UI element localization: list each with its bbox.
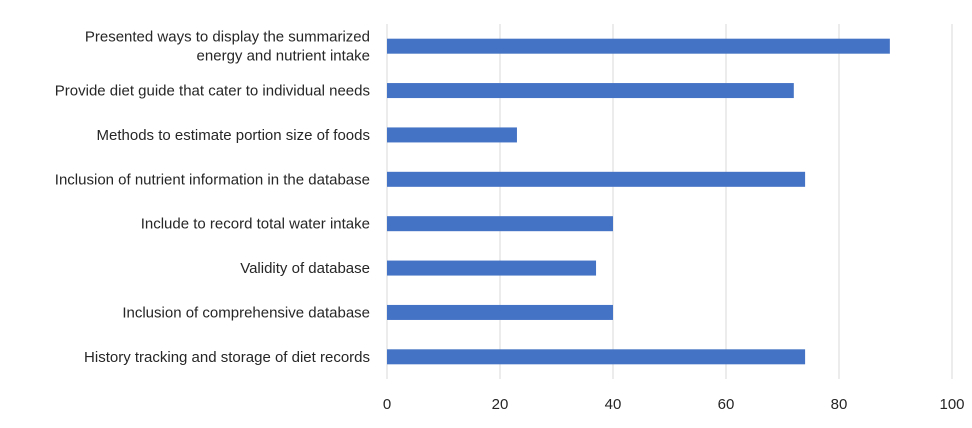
category-label: History tracking and storage of diet rec… [84, 349, 370, 366]
category-label: Provide diet guide that cater to individ… [55, 83, 370, 100]
x-tick-label: 0 [383, 396, 391, 413]
gridlines [386, 24, 953, 379]
bar [387, 127, 517, 143]
x-tick-labels: 0 20 40 60 80 100 [383, 396, 965, 413]
bar [387, 216, 613, 232]
bar [387, 171, 806, 187]
bars [387, 38, 890, 365]
bar [387, 304, 613, 320]
x-tick-label: 40 [605, 396, 622, 413]
category-label: Inclusion of comprehensive database [122, 304, 370, 321]
bar [387, 349, 806, 365]
category-label: Presented ways to display the summarized… [85, 29, 370, 65]
bar [387, 38, 890, 54]
x-tick-label: 20 [492, 396, 509, 413]
category-label: Include to record total water intake [141, 216, 370, 233]
category-labels: Presented ways to display the summarized… [55, 29, 370, 366]
category-label: Inclusion of nutrient information in the… [55, 171, 370, 188]
x-tick-label: 60 [718, 396, 735, 413]
category-label: Validity of database [240, 260, 370, 277]
x-tick-label: 100 [939, 396, 964, 413]
category-label: Methods to estimate portion size of food… [97, 127, 370, 144]
x-tick-label: 80 [831, 396, 848, 413]
bar [387, 83, 794, 99]
bar [387, 260, 597, 276]
